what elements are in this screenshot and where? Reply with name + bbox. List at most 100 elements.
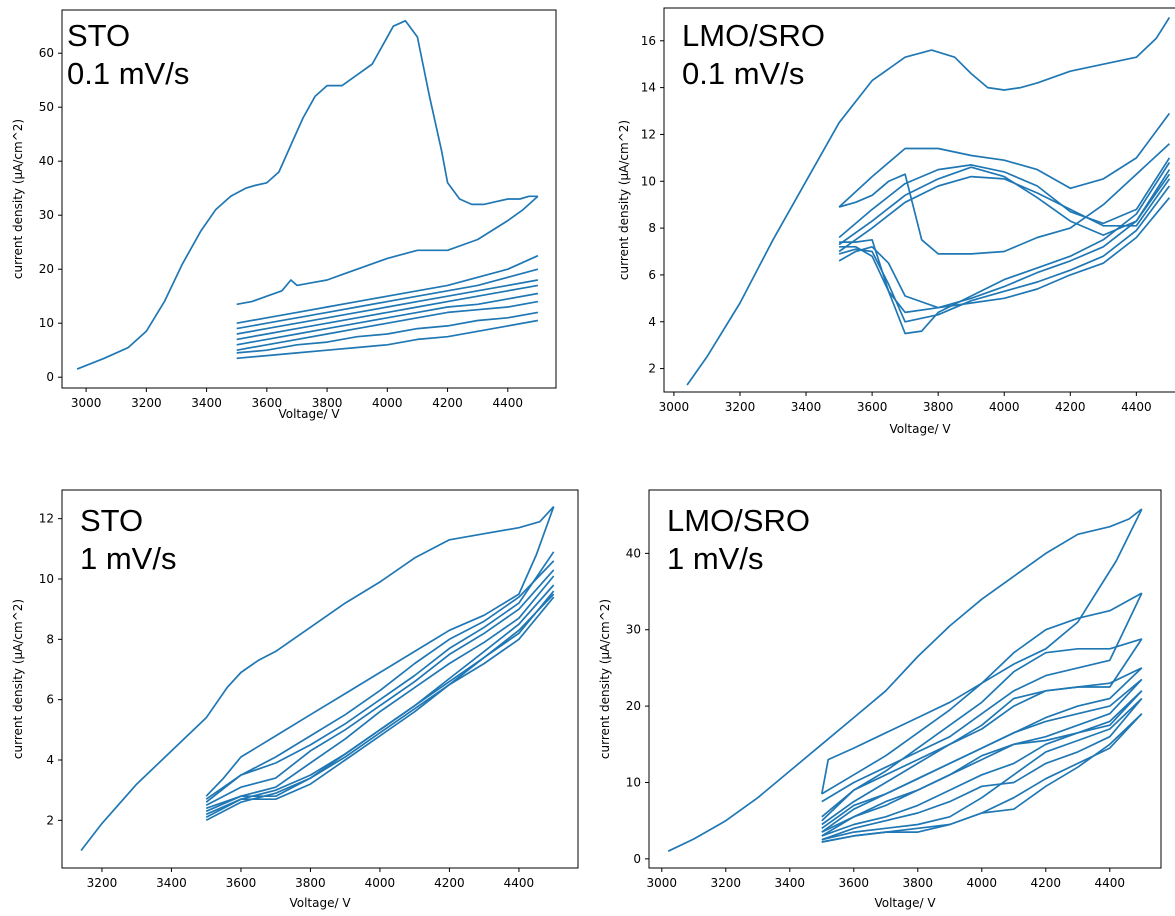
series-line-8 xyxy=(838,185,1171,323)
y-tick-label: 10 xyxy=(39,572,54,586)
chart-panel-1: 3000 3200 3400 3600 3800 4000 4200 4400 0 10 20 30 4… xyxy=(11,9,557,421)
series-line-4 xyxy=(821,592,1143,803)
y-tick-label: 2 xyxy=(648,362,656,376)
sample-label: LMO/SRO xyxy=(667,503,810,538)
x-axis-label: Voltage/ V xyxy=(278,407,340,421)
x-tick-label: 3200 xyxy=(131,396,162,410)
series-line-13 xyxy=(821,697,1143,841)
series-line-10 xyxy=(205,596,555,822)
x-tick-label: 3800 xyxy=(312,396,343,410)
chart-panel-2: 3000 3200 3400 3600 3800 4000 4200 4400 2 4 6 8 10 12… xyxy=(617,7,1175,436)
series-line-3 xyxy=(821,592,1143,795)
series-line-1 xyxy=(667,508,1143,852)
series-line-4 xyxy=(236,268,539,330)
x-tick-label: 4200 xyxy=(434,876,465,890)
scan-rate-label: 1 mV/s xyxy=(667,541,763,576)
x-tick-label: 4200 xyxy=(432,396,463,410)
y-axis-label: current density (µA/cm^2) xyxy=(598,599,612,759)
x-tick-label: 3000 xyxy=(71,396,102,410)
y-tick-label: 0 xyxy=(633,852,641,866)
series-line-6 xyxy=(205,575,555,810)
x-tick-label: 3600 xyxy=(857,400,888,414)
x-tick-label: 4200 xyxy=(1055,400,1086,414)
y-tick-label: 20 xyxy=(626,699,641,713)
y-tick-label: 30 xyxy=(626,623,641,637)
series-line-1 xyxy=(76,19,538,370)
y-tick-label: 0 xyxy=(46,370,54,384)
y-tick-label: 10 xyxy=(641,174,656,188)
series-line-8 xyxy=(205,590,555,816)
x-tick-label: 3600 xyxy=(226,876,257,890)
y-tick-label: 30 xyxy=(39,208,54,222)
plot-frame xyxy=(648,489,1162,869)
x-tick-label: 3200 xyxy=(711,876,742,890)
series-line-9 xyxy=(205,593,555,819)
series-line-2 xyxy=(820,508,1143,795)
x-tick-label: 4200 xyxy=(1031,876,1062,890)
series-line-6 xyxy=(821,638,1143,822)
scan-rate-label: 0.1 mV/s xyxy=(682,56,804,91)
scan-rate-label: 0.1 mV/s xyxy=(67,56,189,91)
series-group xyxy=(686,16,1171,386)
x-tick-label: 4400 xyxy=(1121,400,1152,414)
x-tick-label: 4400 xyxy=(1095,876,1126,890)
x-tick-label: 3800 xyxy=(295,876,326,890)
series-line-5 xyxy=(236,279,539,335)
series-line-9 xyxy=(821,678,1143,833)
y-tick-label: 8 xyxy=(648,221,656,235)
x-tick-label: 3800 xyxy=(923,400,954,414)
y-tick-label: 10 xyxy=(39,316,54,330)
x-tick-label: 4000 xyxy=(989,400,1020,414)
series-line-8 xyxy=(236,300,539,352)
series-line-6 xyxy=(838,175,1171,253)
y-tick-label: 60 xyxy=(39,46,54,60)
y-tick-label: 12 xyxy=(39,512,54,526)
y-tick-label: 50 xyxy=(39,100,54,114)
y-tick-label: 40 xyxy=(626,546,641,560)
x-tick-label: 3400 xyxy=(191,396,222,410)
y-tick-label: 2 xyxy=(46,813,54,827)
series-line-5 xyxy=(205,569,555,807)
series-line-10 xyxy=(839,162,1171,335)
plot-frame xyxy=(61,9,557,389)
x-tick-label: 4400 xyxy=(504,876,535,890)
series-line-7 xyxy=(838,197,1171,309)
series-line-4 xyxy=(838,157,1171,239)
x-tick-label: 3800 xyxy=(903,876,934,890)
series-line-7 xyxy=(236,292,539,346)
y-tick-label: 20 xyxy=(39,262,54,276)
sample-label: LMO/SRO xyxy=(682,18,825,53)
y-axis-label: current density (µA/cm^2) xyxy=(11,599,25,759)
y-axis-label: current density (µA/cm^2) xyxy=(617,120,631,280)
x-tick-label: 4000 xyxy=(365,876,396,890)
series-line-15 xyxy=(821,713,1143,843)
series-line-3 xyxy=(205,551,555,800)
scan-rate-label: 1 mV/s xyxy=(80,541,176,576)
series-line-6 xyxy=(236,284,539,341)
y-tick-label: 16 xyxy=(641,34,656,48)
plot-frame xyxy=(663,7,1175,393)
series-line-9 xyxy=(236,311,539,354)
x-tick-label: 3400 xyxy=(791,400,822,414)
series-group xyxy=(80,506,555,852)
x-tick-label: 3400 xyxy=(156,876,187,890)
x-tick-label: 3200 xyxy=(87,876,118,890)
sample-label: STO xyxy=(80,503,143,538)
x-tick-label: 4000 xyxy=(372,396,403,410)
x-tick-label: 3600 xyxy=(252,396,283,410)
x-tick-label: 3200 xyxy=(725,400,756,414)
x-tick-label: 3400 xyxy=(775,876,806,890)
y-tick-label: 40 xyxy=(39,154,54,168)
series-line-14 xyxy=(821,697,1143,841)
chart-panel-3: 3200 3400 3600 3800 4000 4200 4400 2 4 6 8 10 12 Volt… xyxy=(11,489,579,910)
series-group xyxy=(667,508,1143,852)
series-line-9 xyxy=(839,173,1171,314)
sample-label: STO xyxy=(67,18,130,53)
series-group xyxy=(76,19,539,370)
series-line-12 xyxy=(821,690,1143,837)
chart-panel-4: 3000 3200 3400 3600 3800 4000 4200 4400 0 10 20 30 4… xyxy=(598,489,1162,910)
series-line-2 xyxy=(236,195,539,306)
series-line-4 xyxy=(205,560,555,803)
series-line-16 xyxy=(821,713,1143,843)
